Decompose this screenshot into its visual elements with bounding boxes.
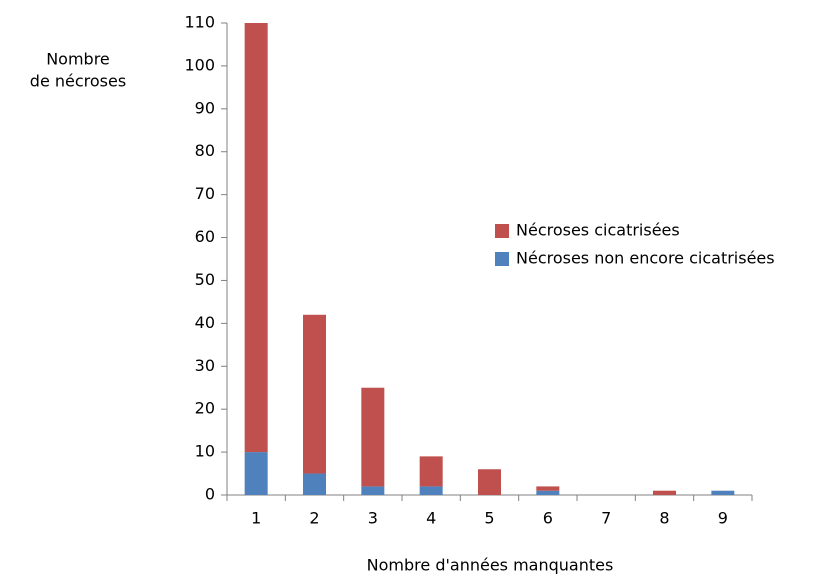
bar-segment [536,486,560,491]
x-tick-label: 4 [426,509,436,528]
bar-segment [303,473,326,495]
y-tick-label: 70 [195,184,215,203]
y-tick-label: 110 [184,13,215,32]
y-axis-label: de nécroses [30,72,126,91]
x-tick-label: 3 [368,509,378,528]
bar-segment [536,490,560,495]
legend-label: Nécroses cicatrisées [516,221,680,240]
y-tick-label: 0 [205,485,215,504]
bar-segment [244,23,268,453]
y-tick-label: 50 [195,270,215,289]
legend-label: Nécroses non encore cicatrisées [516,249,775,268]
y-tick-label: 20 [195,399,215,418]
x-tick-label: 9 [718,509,728,528]
legend-swatch [495,252,509,266]
bar-segment [244,452,268,495]
y-tick-label: 10 [195,442,215,461]
bar-segment [361,387,385,487]
x-tick-label: 8 [659,509,669,528]
bar-segment [303,314,326,474]
bar-segment [711,490,735,495]
x-tick-label: 2 [309,509,319,528]
y-tick-label: 40 [195,313,215,332]
x-tick-label: 7 [601,509,611,528]
y-tick-label: 60 [195,227,215,246]
bar-segment [653,490,676,495]
y-tick-label: 80 [195,141,215,160]
bar-segment [419,486,443,495]
x-axis-label: Nombre d'années manquantes [367,556,614,575]
y-tick-label: 90 [195,98,215,117]
bar-segment [361,486,385,495]
x-tick-label: 5 [484,509,494,528]
y-axis-label: Nombre [46,50,110,69]
bar-segment [419,456,443,487]
legend-swatch [495,224,509,238]
bar-segment [478,469,501,495]
y-tick-label: 30 [195,356,215,375]
x-tick-label: 6 [543,509,553,528]
x-tick-label: 1 [251,509,261,528]
y-tick-label: 100 [184,55,215,74]
